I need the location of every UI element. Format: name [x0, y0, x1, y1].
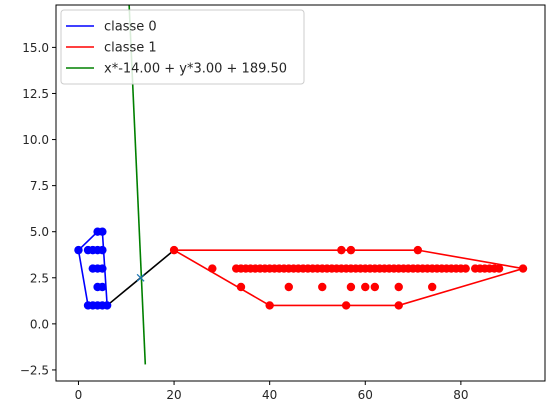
data-point-series-0 — [74, 245, 83, 255]
legend-label: classe 0 — [104, 20, 157, 35]
y-tick-label: 0.0 — [30, 317, 49, 331]
data-point-series-1 — [361, 282, 370, 292]
data-point-series-1 — [346, 245, 356, 255]
data-point-series-0 — [98, 264, 107, 273]
data-point-series-1 — [370, 282, 380, 292]
y-axis: −2.5 0.0 2.5 5.0 7.5 10.0 12.5 15.0 — [20, 41, 56, 377]
data-point-series-1 — [394, 301, 403, 310]
y-tick-label: 5.0 — [30, 225, 49, 239]
y-tick-label: 2.5 — [30, 271, 49, 285]
data-point-series-0 — [98, 282, 107, 292]
data-point-series-1 — [461, 264, 470, 273]
data-point-series-1 — [518, 264, 528, 273]
y-tick-label: 12.5 — [22, 87, 49, 101]
legend-label: classe 1 — [104, 41, 157, 56]
data-point-series-1 — [394, 282, 403, 292]
x-tick-label: 20 — [166, 388, 181, 402]
x-tick-label: 80 — [453, 388, 468, 402]
legend-label: x*-14.00 + y*3.00 + 189.50 — [104, 62, 287, 77]
data-point-series-1 — [337, 245, 346, 255]
axes-frame — [55, 4, 546, 382]
x-tick-label: 0 — [75, 388, 83, 402]
midpoint-marker — [136, 273, 145, 282]
data-point-series-0 — [98, 245, 107, 255]
hull-line-series-1 — [173, 249, 524, 307]
data-point-series-1 — [265, 301, 274, 310]
data-point-series-1 — [427, 282, 437, 292]
legend-box — [60, 9, 305, 85]
data-point-series-1 — [341, 301, 351, 310]
data-point-series-1 — [318, 282, 327, 292]
x-tick-label: 60 — [358, 388, 373, 402]
data-point-series-1 — [169, 245, 179, 255]
data-point-series-0 — [98, 227, 107, 236]
x-axis: 0 20 40 60 80 — [75, 381, 469, 402]
y-tick-label: 7.5 — [30, 179, 49, 193]
midpoint-marker-stroke — [136, 273, 145, 282]
y-tick-label: 15.0 — [22, 41, 49, 55]
data-point-series-1 — [208, 264, 217, 273]
data-point-series-1 — [236, 282, 246, 292]
legend: classe 0 classe 1 x*-14.00 + y*3.00 + 189.… — [60, 9, 305, 85]
data-point-series-1 — [346, 282, 356, 292]
y-tick-label: 10.0 — [22, 133, 49, 147]
data-point-series-1 — [413, 245, 423, 255]
y-tick-label: −2.5 — [20, 363, 49, 377]
x-tick-label: 40 — [262, 388, 277, 402]
data-point-series-1 — [494, 264, 504, 273]
data-point-series-1 — [284, 282, 293, 292]
data-point-series-0 — [102, 301, 112, 310]
